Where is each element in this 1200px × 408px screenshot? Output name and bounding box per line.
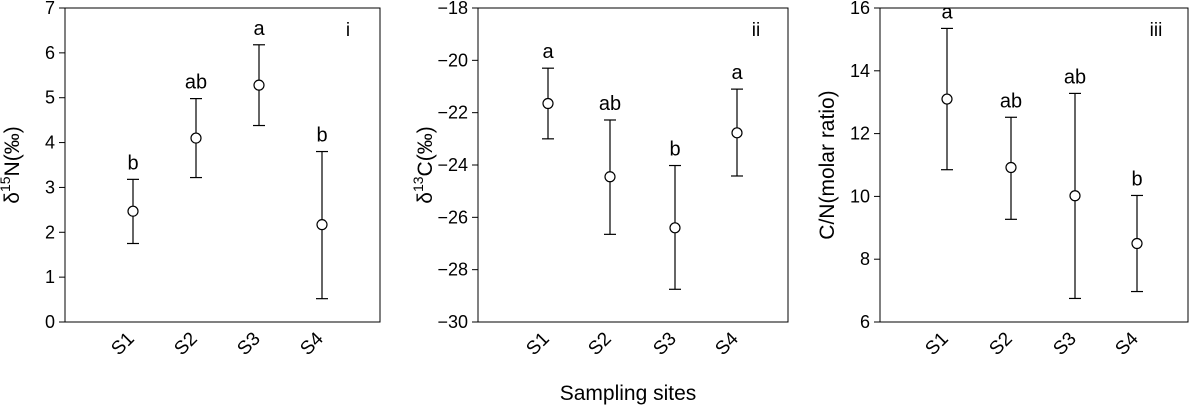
- panel-label: ii: [752, 20, 760, 41]
- y-tick-label: 5: [45, 88, 55, 108]
- chart-panel-3: 6 8 10 12 14 16 C/N(molar ratio) iii S1 a S2 ab S3 ab…: [816, 0, 1189, 360]
- data-point: [316, 219, 328, 231]
- y-tick-label: −28: [437, 260, 468, 280]
- panel-label: i: [346, 20, 350, 41]
- data-point: [731, 127, 743, 139]
- significance-letter: a: [253, 18, 265, 40]
- plot-frame: [64, 7, 381, 323]
- y-axis-label-prefix: δ: [1, 192, 24, 204]
- x-tick-label: S3: [233, 328, 264, 359]
- data-point: [669, 222, 681, 234]
- x-tick-label: S4: [711, 328, 743, 360]
- data-point: [604, 171, 616, 183]
- significance-letter: a: [542, 41, 554, 63]
- y-tick-label: −20: [437, 50, 468, 70]
- x-axis-label: Sampling sites: [560, 382, 697, 405]
- y-axis-label-prefix: δ: [414, 192, 437, 204]
- x-tick-label: S2: [985, 328, 1016, 359]
- significance-letter: ab: [1064, 66, 1086, 88]
- y-axis-label-superscript: 13: [410, 176, 426, 192]
- y-tick-label: 4: [45, 133, 55, 153]
- x-tick-label: S1: [522, 328, 553, 359]
- y-axis-label-main: N(‰): [1, 126, 24, 176]
- y-tick-label: 12: [850, 124, 870, 144]
- x-tick-label: S1: [107, 328, 138, 359]
- x-tick-label: S3: [649, 328, 680, 359]
- x-tick-label: S2: [584, 328, 615, 359]
- y-tick-label: 3: [45, 177, 55, 197]
- chart-panel-1: 0 1 2 3 4 5 6 7 δ15N(‰) i S1 b S2 ab S3 a S4 b: [0, 0, 381, 360]
- y-tick-label: −22: [437, 103, 468, 123]
- x-tick-label: S4: [1111, 328, 1143, 360]
- y-axis-label: C/N(molar ratio): [816, 90, 839, 239]
- panels: 01234567δ15N(‰)iS1bS2abS3aS4b−30−28−26−2…: [0, 0, 1189, 360]
- significance-letter: ab: [185, 72, 207, 94]
- x-tick-label: S1: [921, 328, 952, 359]
- x-tick-label: S3: [1049, 328, 1080, 359]
- y-axis-label: δ13C(‰): [410, 126, 437, 203]
- y-tick-label: 7: [45, 0, 55, 18]
- y-tick-label: −30: [437, 312, 468, 332]
- y-axis-label-main: C/N(molar ratio): [816, 90, 839, 239]
- y-axis-label-superscript: 15: [0, 176, 13, 192]
- y-tick-label: −26: [437, 207, 468, 227]
- data-point: [1069, 190, 1081, 202]
- significance-letter: a: [941, 1, 953, 23]
- significance-letter: b: [669, 139, 680, 161]
- data-point: [941, 93, 953, 105]
- significance-letter: ab: [1000, 90, 1022, 112]
- y-axis-label: δ15N(‰): [0, 126, 24, 203]
- y-tick-label: −24: [437, 155, 468, 175]
- data-point: [190, 132, 202, 144]
- y-tick-label: −18: [437, 0, 468, 18]
- data-point: [253, 79, 265, 91]
- y-tick-label: 10: [850, 186, 870, 206]
- significance-letter: b: [1131, 168, 1142, 190]
- y-tick-label: 0: [45, 312, 55, 332]
- data-point: [127, 205, 139, 217]
- plot-frame: [879, 7, 1189, 323]
- significance-letter: b: [316, 125, 327, 147]
- panel-label: iii: [1150, 20, 1163, 41]
- data-point: [542, 97, 554, 110]
- x-tick-label: S2: [170, 328, 201, 359]
- y-tick-label: 2: [45, 222, 55, 242]
- significance-letter: ab: [599, 93, 621, 115]
- data-point: [1005, 161, 1017, 174]
- data-point: [1131, 237, 1143, 250]
- chart-panel-2: −30 −28 −26 −24 −22 −20 −18 δ13C(‰) ii S1 a S2 ab S3 b…: [410, 0, 789, 360]
- y-tick-label: 14: [850, 61, 870, 81]
- y-tick-label: 1: [45, 267, 55, 287]
- y-tick-label: 8: [860, 249, 870, 269]
- significance-letter: b: [127, 152, 138, 174]
- y-tick-label: 6: [860, 312, 870, 332]
- plot-frame: [477, 7, 789, 323]
- y-axis-label-main: C(‰): [414, 126, 437, 176]
- y-tick-label: 6: [45, 43, 55, 63]
- y-tick-label: 16: [850, 0, 870, 18]
- significance-letter: a: [731, 62, 743, 84]
- x-tick-label: S4: [296, 328, 328, 360]
